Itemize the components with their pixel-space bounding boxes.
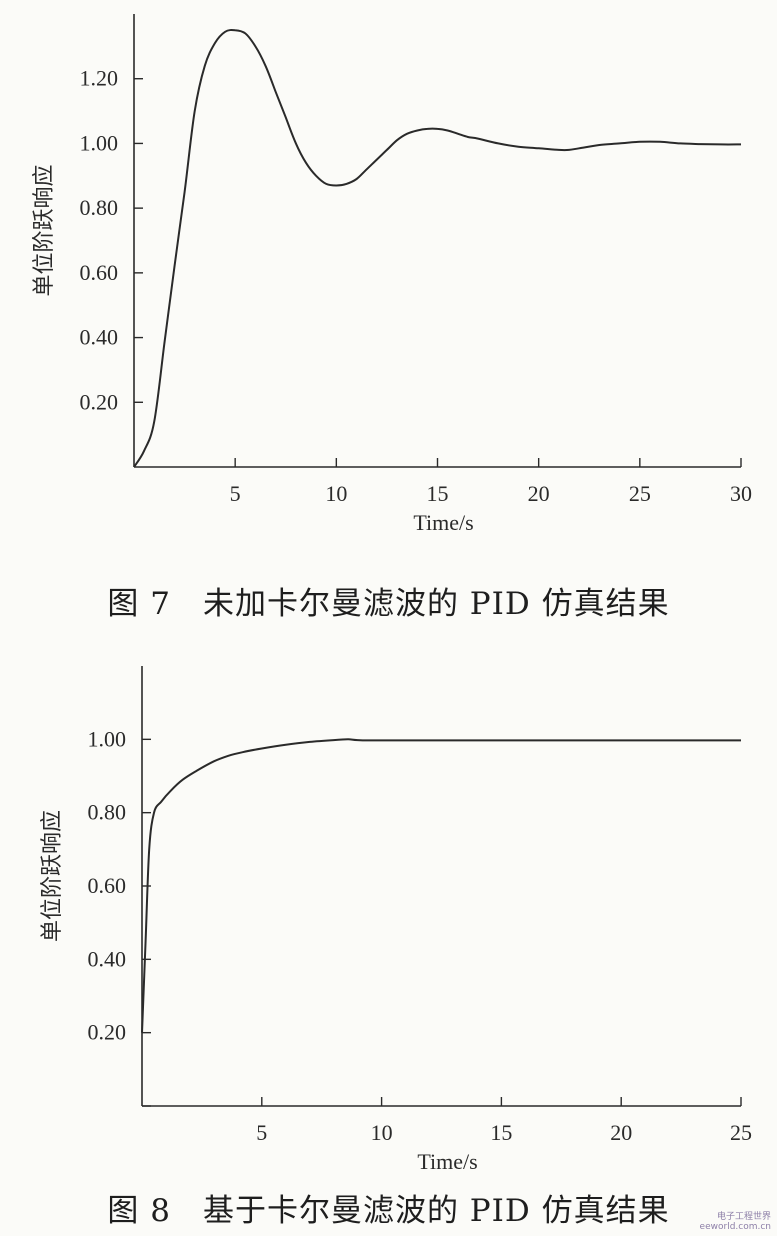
y-tick-label: 0.20 <box>80 389 119 414</box>
y-tick-label: 0.40 <box>88 946 127 971</box>
y-tick-label: 0.20 <box>88 1020 127 1045</box>
response-curve <box>141 738 741 1033</box>
x-tick-label: 25 <box>730 1120 752 1145</box>
x-tick-label: 10 <box>325 481 347 506</box>
x-axis-label: Time/s <box>417 1149 477 1174</box>
x-tick-label: 15 <box>490 1120 512 1145</box>
figure-8: 0.20 0.40 0.60 0.80 1.00 5 10 15 20 25 Time/s 单位阶跃响… <box>0 640 777 1236</box>
y-tick-label: 0.60 <box>80 260 119 285</box>
figure-8-caption: 图 8 基于卡尔曼滤波的 PID 仿真结果 <box>107 1193 670 1229</box>
step-response-chart-with-kalman: 0.20 0.40 0.60 0.80 1.00 5 10 15 20 25 Time/s 单位阶跃响… <box>39 666 752 1174</box>
x-tick-label: 25 <box>629 481 651 506</box>
y-tick-label: 0.80 <box>88 800 127 825</box>
y-tick-label: 1.00 <box>80 130 119 155</box>
x-tick-label: 20 <box>610 1120 632 1145</box>
x-tick-label: 5 <box>256 1120 267 1145</box>
y-tick-label: 0.80 <box>80 195 119 220</box>
x-tick-label: 15 <box>427 481 449 506</box>
y-tick-label: 0.40 <box>80 325 119 350</box>
watermark-line-1: 电子工程世界 <box>716 1212 771 1222</box>
response-curve <box>133 28 742 468</box>
x-tick-label: 30 <box>730 481 752 506</box>
x-tick-label: 10 <box>371 1120 393 1145</box>
figure-7-caption: 图 7 未加卡尔曼滤波的 PID 仿真结果 <box>107 586 670 622</box>
y-tick-label: 1.00 <box>88 726 127 751</box>
y-tick-label: 0.60 <box>88 873 127 898</box>
y-axis-label: 单位阶跃响应 <box>31 164 56 296</box>
x-tick-label: 5 <box>230 481 241 506</box>
y-tick-label: 1.20 <box>80 66 119 91</box>
step-response-chart-without-kalman: 0.20 0.40 0.60 0.80 1.00 1.20 5 10 15 20 25 30 Time/… <box>31 14 752 535</box>
eeworld-watermark: 电子工程世界 eeworld.com.cn <box>700 1212 771 1232</box>
figure-7: 0.20 0.40 0.60 0.80 1.00 1.20 5 10 15 20 25 30 Time/… <box>31 14 752 622</box>
x-axis-label: Time/s <box>413 510 473 535</box>
y-axis-label: 单位阶跃响应 <box>39 810 64 942</box>
watermark-line-2: eeworld.com.cn <box>699 1222 771 1232</box>
x-tick-label: 20 <box>528 481 550 506</box>
